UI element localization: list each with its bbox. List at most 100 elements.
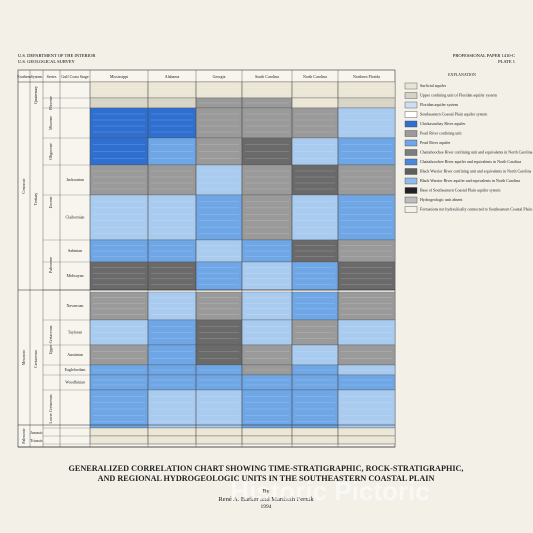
unit-block: [337, 261, 396, 291]
legend-label: Chattahoochee River aquifer and equivale…: [420, 159, 521, 164]
agency: U.S. GEOLOGICAL SURVEY: [18, 59, 75, 64]
unit-block: [241, 194, 293, 241]
row-label: Cretaceous: [33, 350, 38, 368]
unit-block: [337, 291, 396, 321]
unit-block: [147, 374, 197, 391]
unit-block: [89, 194, 149, 241]
stage-label: Tayloran: [68, 330, 82, 335]
legend-label: Upper confining unit of Floridan aquifer…: [420, 93, 498, 98]
unit-block: [291, 194, 339, 241]
unit-block: [337, 164, 396, 196]
unit-block: [147, 81, 197, 99]
unit-block: [241, 164, 293, 196]
legend-label: Chattahoochee River confining unit and e…: [420, 150, 533, 155]
unit-block: [89, 291, 149, 321]
unit-block: [291, 319, 339, 346]
legend-label: Black Warrior River aquifer and equivale…: [420, 178, 520, 183]
unit-block: [195, 291, 243, 321]
legend-title: EXPLANATION: [448, 72, 476, 77]
unit-block: [147, 291, 197, 321]
legend-label: Black Warrior River confining unit and e…: [420, 169, 531, 174]
title: GENERALIZED CORRELATION CHART SHOWING TI…: [69, 464, 464, 473]
unit-block: [195, 137, 243, 166]
unit-block: [291, 261, 339, 291]
legend-label: Southeastern Coastal Plain aquifer syste…: [420, 112, 488, 117]
legend-swatch: [404, 120, 418, 128]
column-header: Alabama: [165, 74, 180, 79]
unit-block: [241, 261, 293, 291]
unit-block: [195, 389, 243, 429]
unit-block: [147, 389, 197, 429]
unit-block: [89, 319, 149, 346]
row-label: Oligocene: [48, 143, 53, 160]
unit-block: [241, 344, 293, 366]
legend-swatch: [404, 101, 418, 109]
row-label: Tertiary: [33, 193, 38, 206]
legend-swatch: [404, 196, 418, 204]
legend-label: Hydrogeologic unit absent: [420, 197, 463, 202]
unit-block: [291, 81, 339, 99]
legend-swatch: [404, 177, 418, 185]
unit-block: [195, 374, 243, 391]
unit-block: [337, 344, 396, 366]
unit-block: [337, 81, 396, 99]
unit-block: [195, 261, 243, 291]
unit-block: [337, 107, 396, 139]
legend-swatch: [404, 111, 418, 118]
unit-block: [241, 319, 293, 346]
unit-block: [147, 164, 197, 196]
unit-block: [195, 164, 243, 196]
row-label: Quaternary: [33, 86, 38, 104]
column-header: System: [31, 74, 44, 79]
stage-label: Claibornian: [66, 215, 85, 220]
column-header: Series: [47, 74, 57, 79]
stage-label: Jacksonian: [66, 177, 84, 182]
unit-block: [291, 344, 339, 366]
byline: By: [262, 489, 269, 495]
stage-label: Navarroan: [67, 303, 84, 308]
column-header: Mississippi: [110, 74, 129, 79]
correlation-chart: Erathem System Series Gulf Coast Stage Missi…: [17, 69, 396, 448]
unit-block: [241, 81, 293, 99]
unit-block: [291, 374, 339, 391]
agency: U.S. DEPARTMENT OF THE INTERIOR: [18, 53, 95, 58]
row-label: Jurassic: [30, 430, 43, 435]
column-header: Gulf Coast Stage: [61, 74, 89, 79]
paper-id: PROFESSIONAL PAPER 1410-C: [453, 53, 515, 58]
column-header: South Carolina: [255, 74, 279, 79]
row-label: Triassic: [30, 438, 43, 443]
legend-swatch: [404, 82, 418, 90]
unit-block: [89, 107, 149, 139]
row-label: Paleozoic: [21, 428, 26, 444]
year: 1994: [261, 504, 272, 510]
legend-label: Pearl River confining unit: [420, 131, 463, 136]
unit-block: [291, 137, 339, 166]
column-header: Georgia: [213, 74, 226, 79]
unit-block: [89, 344, 149, 366]
unit-block: [147, 261, 197, 291]
plate: PLATE 1: [498, 59, 515, 64]
legend-swatch: [404, 130, 418, 137]
unit-block: [241, 107, 293, 139]
unit-block: [147, 137, 197, 166]
row-label: Paleocene: [48, 257, 53, 273]
row-label: Pliocene: [48, 96, 53, 110]
title: AND REGIONAL HYDROGEOLOGIC UNITS IN THE …: [98, 474, 435, 483]
legend-swatch: [404, 158, 418, 166]
stage-label: Woodbinian: [65, 380, 84, 385]
unit-block: [291, 291, 339, 321]
unit-block: [89, 374, 149, 391]
legend-label: Floridan aquifer system: [420, 102, 459, 107]
unit-block: [195, 319, 243, 346]
legend-swatch: [404, 168, 418, 175]
unit-block: [241, 291, 293, 321]
column-header: Northern Florida: [353, 74, 380, 79]
unit-block: [147, 194, 197, 241]
column-header: Erathem: [17, 74, 31, 79]
unit-block: [241, 374, 293, 391]
row-label: Cenozoic: [21, 178, 26, 193]
unit-block: [89, 261, 149, 291]
unit-block: [337, 319, 396, 346]
legend-swatch: [404, 139, 418, 147]
